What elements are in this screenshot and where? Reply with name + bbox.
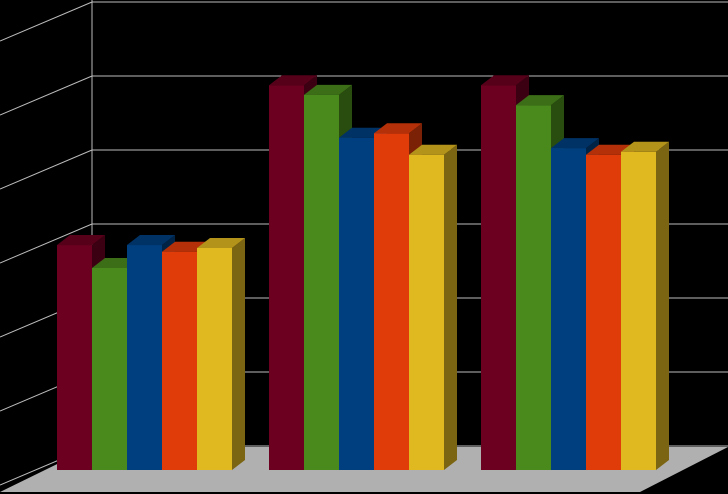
bar-top [621, 141, 669, 152]
bar [162, 251, 197, 470]
bar [409, 154, 444, 470]
bar-top [551, 138, 599, 149]
grid-line [0, 149, 93, 190]
bar [269, 85, 304, 470]
bar [374, 133, 409, 471]
bar-top [127, 235, 175, 246]
bar [339, 137, 374, 471]
grid-line [0, 223, 93, 264]
bar [516, 105, 551, 471]
bar-top [197, 238, 245, 248]
bar-top [304, 84, 352, 95]
bar [551, 148, 586, 470]
bar [127, 245, 162, 470]
bar-top [516, 95, 564, 106]
bar [57, 245, 92, 470]
bar [92, 267, 127, 470]
bar [304, 94, 339, 470]
grid-line [0, 1, 93, 42]
bar-side [656, 141, 669, 471]
grid-line [0, 75, 93, 116]
bar [481, 85, 516, 470]
bar-top [409, 144, 457, 155]
bar [197, 248, 232, 470]
bar-top [269, 75, 317, 86]
bar-side [444, 144, 457, 470]
bar-side [232, 238, 245, 470]
bar [621, 151, 656, 471]
bar-top [374, 123, 422, 134]
bar [586, 154, 621, 470]
bar-top [57, 235, 105, 246]
bar-top [481, 75, 529, 86]
